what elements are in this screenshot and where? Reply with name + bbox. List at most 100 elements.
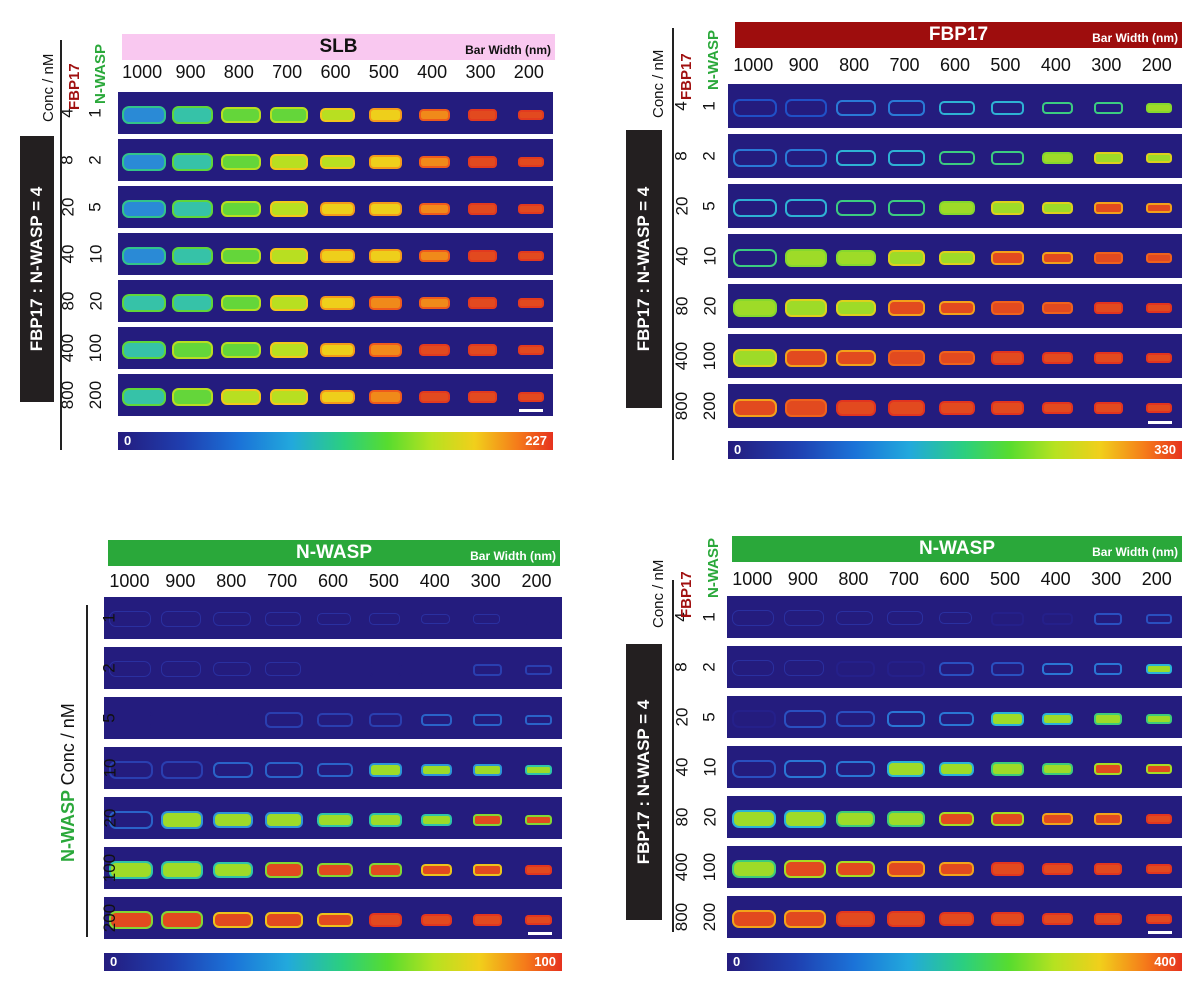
- bar-pattern: [733, 349, 778, 367]
- bar-pattern: [265, 812, 303, 828]
- bar-pattern: [213, 711, 254, 729]
- bar-pattern: [939, 400, 975, 416]
- colorbar: 0 227: [118, 432, 553, 450]
- image-row: [104, 647, 562, 689]
- image-row: [728, 284, 1182, 328]
- bar-pattern: [887, 400, 926, 416]
- bar-pattern: [732, 660, 775, 676]
- bar-pattern: [1094, 402, 1123, 414]
- bar-pattern: [1093, 663, 1123, 675]
- bar-pattern: [517, 156, 545, 168]
- bar-pattern: [784, 249, 827, 267]
- width-label: 400: [417, 62, 448, 82]
- bar-pattern: [887, 911, 925, 927]
- bar-pattern: [525, 714, 552, 726]
- colorbar-min: 0: [110, 954, 118, 969]
- bar-pattern: [319, 389, 356, 405]
- bar-pattern: [473, 614, 500, 624]
- nwasp-conc-label: 5: [86, 202, 105, 212]
- image-row: [104, 797, 562, 839]
- bar-pattern: [265, 762, 303, 778]
- bar-pattern: [835, 860, 876, 878]
- bar-pattern: [421, 863, 453, 877]
- nwasp-conc-label: 5: [700, 201, 719, 211]
- bar-pattern: [1042, 862, 1073, 876]
- bar-pattern: [783, 660, 824, 676]
- bar-pattern: [213, 911, 254, 929]
- scale-bar: [1148, 421, 1172, 424]
- bar-pattern: [1042, 712, 1073, 726]
- bar-pattern: [836, 399, 876, 417]
- bar-pattern: [369, 343, 403, 357]
- bar-pattern: [1145, 813, 1172, 825]
- nwasp-conc-label: 1: [100, 613, 119, 623]
- bar-width-label: Bar Width (nm): [1092, 545, 1178, 559]
- label-divider: [60, 40, 62, 450]
- width-label: 600: [939, 55, 971, 75]
- bar-pattern: [1145, 763, 1172, 775]
- bar-pattern: [887, 861, 925, 877]
- nwasp-conc-label: 20: [85, 291, 105, 311]
- bar-pattern: [468, 297, 497, 309]
- image-row: [728, 384, 1182, 428]
- width-label: 1000: [733, 55, 774, 75]
- width-label: 800: [838, 569, 869, 589]
- bar-pattern: [319, 154, 356, 170]
- nwasp-conc-label: 200: [100, 903, 119, 933]
- bar-pattern: [265, 612, 301, 626]
- bar-pattern: [525, 914, 552, 926]
- nwasp-conc-label: 2: [86, 155, 105, 165]
- bar-pattern: [418, 202, 450, 216]
- nwasp-conc-label: 5: [100, 713, 119, 723]
- bar-pattern: [468, 203, 497, 215]
- width-label: 600: [320, 62, 351, 82]
- bar-pattern: [990, 251, 1024, 265]
- bar-pattern: [517, 203, 545, 215]
- bar-pattern: [171, 294, 214, 312]
- nwasp-conc-label: 200: [86, 380, 105, 410]
- bar-pattern: [1093, 763, 1123, 775]
- colorbar: 0 330: [728, 441, 1182, 459]
- ratio-label: FBP17 : N-WASP = 4: [20, 136, 54, 402]
- bar-pattern: [1094, 302, 1123, 314]
- bar-pattern: [418, 390, 450, 404]
- bar-pattern: [939, 250, 975, 266]
- nwasp-conc-label: 20: [99, 808, 119, 828]
- bar-pattern: [369, 713, 403, 727]
- bar-pattern: [369, 108, 403, 122]
- width-label: 600: [939, 569, 970, 589]
- bar-pattern: [783, 710, 826, 728]
- bar-pattern: [1042, 762, 1073, 776]
- bar-pattern: [525, 614, 552, 626]
- bar-pattern: [733, 299, 778, 317]
- bar-pattern: [369, 390, 403, 404]
- bar-pattern: [990, 762, 1024, 776]
- header-bar: N-WASP Bar Width (nm): [108, 540, 560, 566]
- bar-pattern: [1145, 913, 1172, 925]
- bar-pattern: [1145, 252, 1172, 264]
- header-bar: SLB Bar Width (nm): [122, 34, 555, 60]
- bar-pattern: [265, 912, 303, 928]
- bar-pattern: [938, 911, 975, 927]
- panel-title: SLB: [319, 36, 358, 57]
- scale-bar: [519, 409, 543, 412]
- bar-pattern: [990, 301, 1024, 315]
- width-label: 300: [470, 571, 501, 591]
- bar-pattern: [1145, 302, 1172, 314]
- bar-pattern: [161, 661, 202, 677]
- bar-pattern: [109, 761, 154, 779]
- bar-pattern: [939, 350, 975, 366]
- bar-pattern: [109, 811, 154, 829]
- bar-pattern: [990, 912, 1024, 926]
- image-row: [728, 184, 1182, 228]
- bar-pattern: [990, 662, 1024, 676]
- bar-pattern: [732, 910, 777, 928]
- scale-bar: [528, 932, 552, 935]
- bar-pattern: [517, 391, 545, 403]
- bar-pattern: [369, 863, 403, 877]
- bar-pattern: [517, 109, 545, 121]
- colorbar-max: 227: [525, 433, 547, 448]
- bar-pattern: [421, 763, 453, 777]
- bar-pattern: [784, 299, 827, 317]
- image-row: [728, 84, 1182, 128]
